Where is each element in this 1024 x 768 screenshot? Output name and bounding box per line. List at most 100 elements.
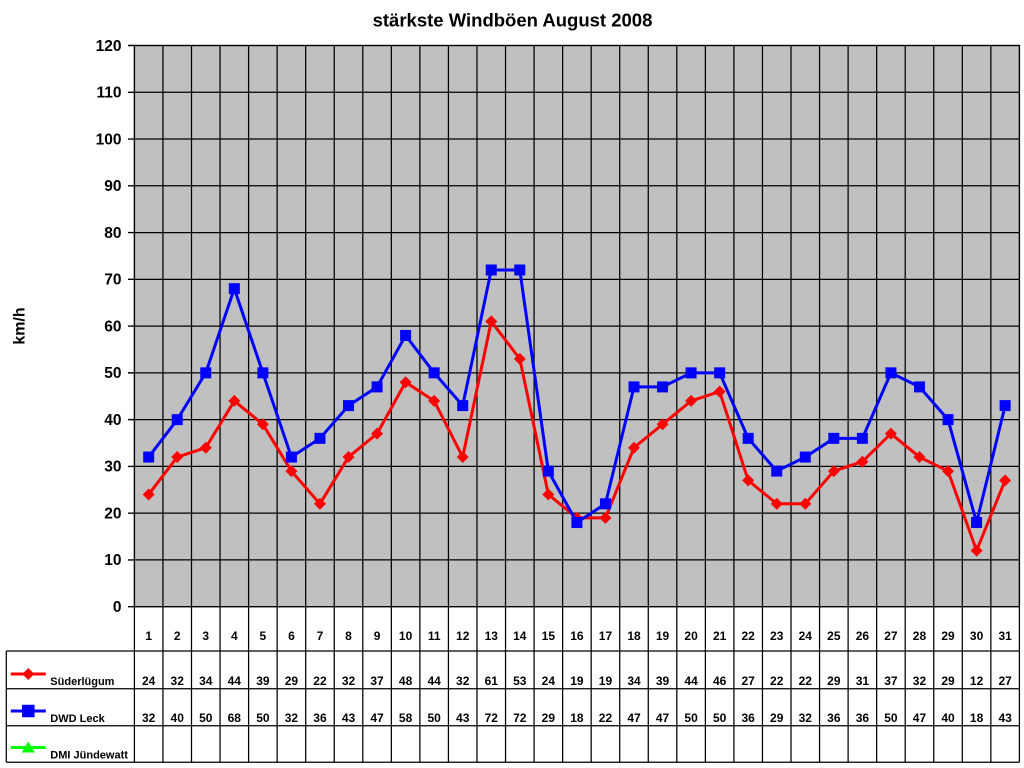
svg-text:110: 110 (96, 85, 121, 102)
svg-text:39: 39 (656, 674, 670, 688)
svg-text:40: 40 (941, 711, 955, 725)
svg-text:50: 50 (884, 711, 898, 725)
svg-text:12: 12 (970, 674, 984, 688)
svg-text:7: 7 (317, 629, 324, 643)
svg-text:100: 100 (96, 131, 122, 148)
svg-text:22: 22 (742, 629, 756, 643)
svg-text:19: 19 (656, 629, 670, 643)
svg-text:50: 50 (713, 711, 727, 725)
svg-text:36: 36 (856, 711, 870, 725)
svg-text:37: 37 (884, 674, 898, 688)
svg-text:36: 36 (742, 711, 756, 725)
svg-text:47: 47 (370, 711, 384, 725)
svg-text:50: 50 (199, 711, 213, 725)
svg-text:40: 40 (104, 412, 121, 429)
svg-text:8: 8 (345, 629, 352, 643)
svg-text:24: 24 (542, 674, 556, 688)
svg-text:47: 47 (913, 711, 927, 725)
svg-text:58: 58 (399, 711, 413, 725)
svg-text:29: 29 (941, 674, 955, 688)
svg-text:21: 21 (713, 629, 727, 643)
svg-text:9: 9 (374, 629, 381, 643)
svg-text:3: 3 (202, 629, 209, 643)
svg-text:43: 43 (342, 711, 356, 725)
svg-text:29: 29 (285, 674, 299, 688)
svg-text:31: 31 (856, 674, 870, 688)
svg-text:50: 50 (256, 711, 270, 725)
svg-text:27: 27 (742, 674, 756, 688)
svg-text:36: 36 (827, 711, 841, 725)
svg-text:43: 43 (998, 711, 1012, 725)
svg-text:20: 20 (684, 629, 698, 643)
svg-text:stärkste Windböen August 2008: stärkste Windböen August 2008 (373, 10, 653, 31)
svg-text:16: 16 (570, 629, 584, 643)
svg-text:10: 10 (399, 629, 413, 643)
svg-text:32: 32 (285, 711, 299, 725)
svg-text:29: 29 (827, 674, 841, 688)
svg-text:39: 39 (256, 674, 270, 688)
svg-text:34: 34 (627, 674, 641, 688)
svg-text:20: 20 (104, 505, 121, 522)
svg-text:44: 44 (427, 674, 441, 688)
svg-text:32: 32 (913, 674, 927, 688)
svg-text:72: 72 (513, 711, 527, 725)
svg-text:25: 25 (827, 629, 841, 643)
svg-text:44: 44 (228, 674, 242, 688)
svg-text:32: 32 (799, 711, 813, 725)
svg-text:120: 120 (96, 38, 122, 55)
svg-text:17: 17 (599, 629, 613, 643)
svg-text:31: 31 (998, 629, 1012, 643)
svg-text:19: 19 (570, 674, 584, 688)
svg-text:47: 47 (656, 711, 670, 725)
svg-text:29: 29 (542, 711, 556, 725)
svg-text:6: 6 (288, 629, 295, 643)
svg-text:24: 24 (799, 629, 813, 643)
svg-text:50: 50 (427, 711, 441, 725)
svg-text:DMI Jündewatt: DMI Jündewatt (50, 749, 128, 761)
svg-text:18: 18 (570, 711, 584, 725)
svg-text:27: 27 (998, 674, 1012, 688)
svg-text:22: 22 (313, 674, 327, 688)
svg-text:30: 30 (104, 459, 121, 476)
svg-text:36: 36 (313, 711, 327, 725)
svg-text:37: 37 (370, 674, 384, 688)
svg-text:72: 72 (485, 711, 499, 725)
svg-text:DWD Leck: DWD Leck (50, 713, 105, 725)
svg-text:32: 32 (171, 674, 185, 688)
svg-text:28: 28 (913, 629, 927, 643)
svg-text:22: 22 (599, 711, 613, 725)
svg-text:12: 12 (456, 629, 470, 643)
svg-text:68: 68 (228, 711, 242, 725)
svg-text:34: 34 (199, 674, 213, 688)
svg-text:Süderlügum: Süderlügum (50, 676, 114, 688)
svg-text:18: 18 (627, 629, 641, 643)
svg-text:32: 32 (142, 711, 156, 725)
svg-text:47: 47 (627, 711, 641, 725)
svg-text:27: 27 (884, 629, 898, 643)
svg-text:0: 0 (113, 599, 122, 616)
svg-text:53: 53 (513, 674, 527, 688)
svg-text:29: 29 (770, 711, 784, 725)
svg-text:13: 13 (485, 629, 499, 643)
svg-text:70: 70 (104, 272, 121, 289)
svg-text:48: 48 (399, 674, 413, 688)
svg-text:32: 32 (342, 674, 356, 688)
svg-text:14: 14 (513, 629, 527, 643)
svg-text:30: 30 (970, 629, 984, 643)
svg-text:60: 60 (104, 318, 121, 335)
svg-text:5: 5 (260, 629, 267, 643)
svg-text:32: 32 (456, 674, 470, 688)
svg-text:50: 50 (684, 711, 698, 725)
svg-text:22: 22 (799, 674, 813, 688)
svg-text:22: 22 (770, 674, 784, 688)
svg-text:43: 43 (456, 711, 470, 725)
svg-text:29: 29 (941, 629, 955, 643)
svg-text:80: 80 (104, 225, 121, 242)
svg-text:40: 40 (171, 711, 185, 725)
svg-text:2: 2 (174, 629, 181, 643)
svg-text:1: 1 (145, 629, 152, 643)
svg-text:11: 11 (428, 629, 441, 643)
svg-text:23: 23 (770, 629, 784, 643)
svg-text:50: 50 (104, 365, 121, 382)
svg-text:19: 19 (599, 674, 613, 688)
